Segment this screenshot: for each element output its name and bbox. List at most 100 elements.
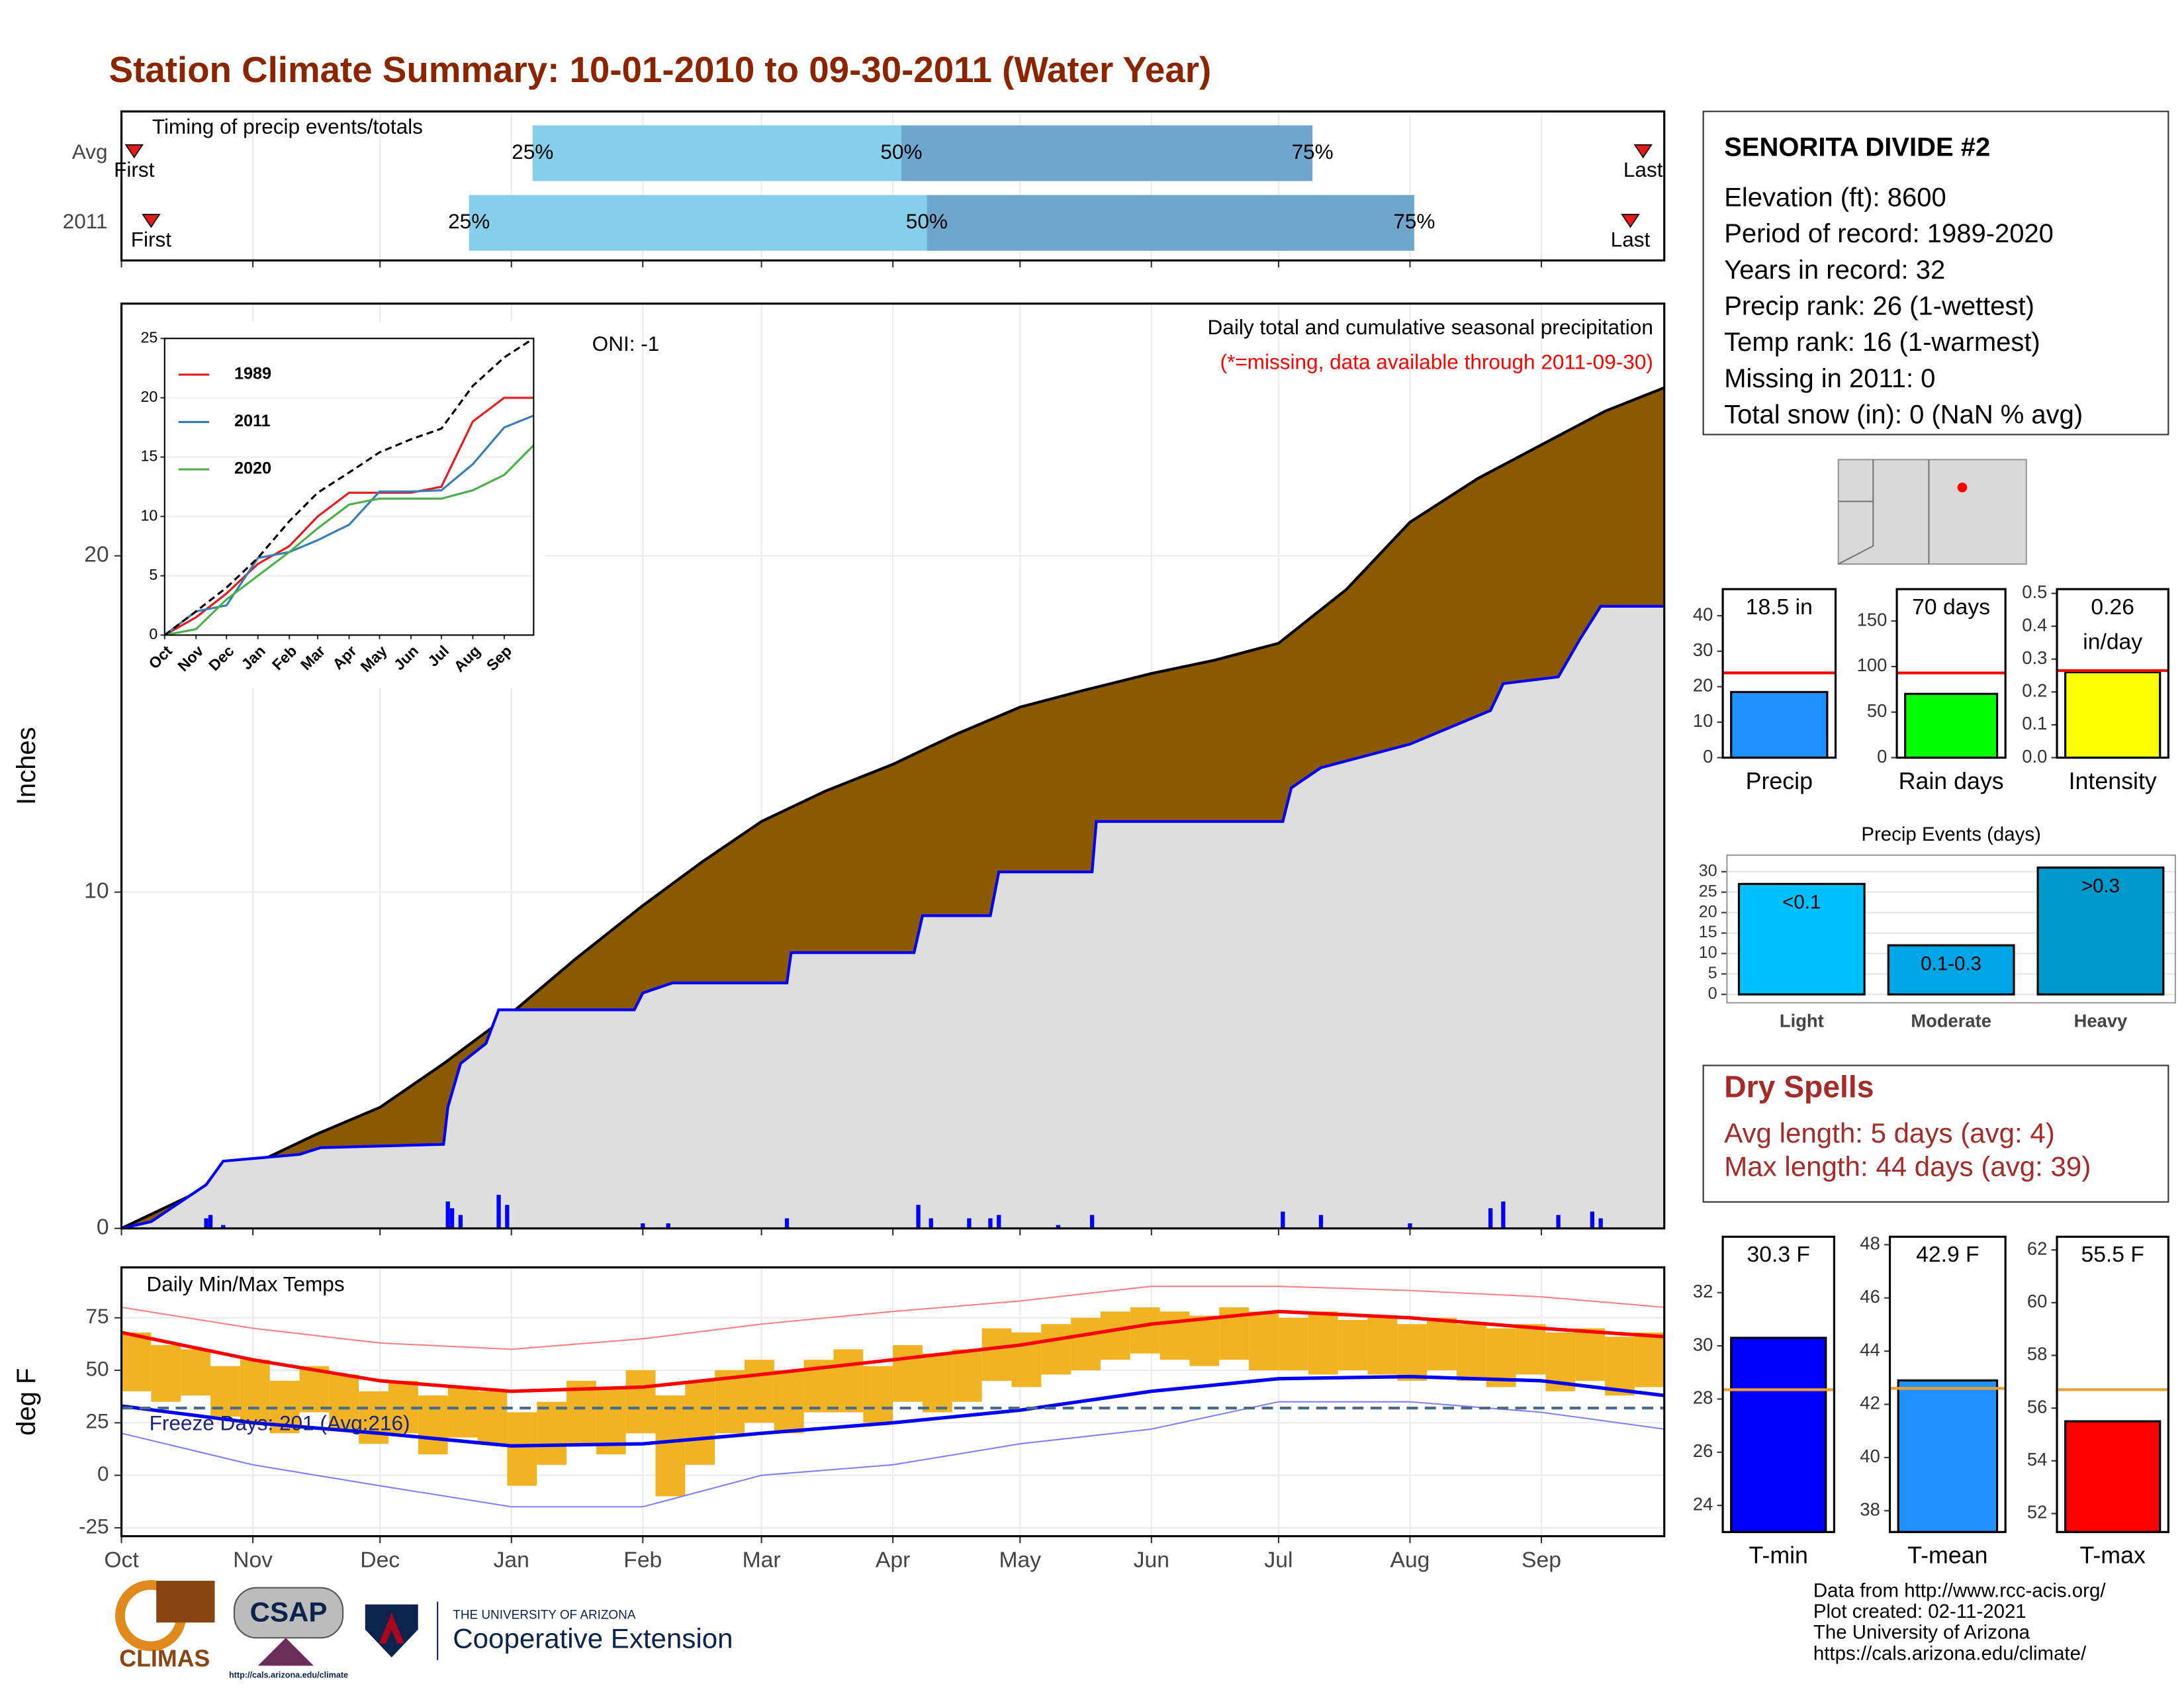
- y-tick-label: 58: [2027, 1344, 2047, 1364]
- daily-bar: [204, 1218, 208, 1229]
- y-tick-label: 20: [84, 543, 109, 567]
- x-tick-label: Sep: [1522, 1548, 1561, 1572]
- station-box: [1702, 111, 2169, 436]
- credit-line: Data from http://www.rcc-acis.org/: [1813, 1580, 2106, 1602]
- chart-title: Daily total and cumulative seasonal prec…: [1208, 315, 1653, 339]
- temp-range-bar: [1130, 1307, 1160, 1354]
- y-tick-label: 0: [1877, 746, 1887, 767]
- temp-range-bar: [715, 1370, 745, 1434]
- series-line: [164, 444, 535, 636]
- temp-range-bar: [1100, 1311, 1130, 1360]
- bar: [1887, 944, 2015, 996]
- station-info: Total snow (in): 0 (NaN % avg): [1724, 400, 2083, 430]
- quantile-label: 75%: [1292, 140, 1334, 164]
- logos: [115, 1579, 439, 1666]
- climas-emblem: [156, 1580, 215, 1623]
- daily-bar: [916, 1205, 921, 1229]
- logo-text: CLIMAS: [119, 1645, 210, 1671]
- y-tick-label: 46: [1860, 1286, 1880, 1307]
- temp-range-bar: [151, 1344, 181, 1402]
- temp-range-bar: [1367, 1315, 1398, 1375]
- temp-range-bar: [537, 1401, 567, 1465]
- temp-range-bar: [1249, 1311, 1279, 1371]
- plot-frame: [1888, 1235, 2007, 1533]
- temp-range-bar: [922, 1353, 952, 1413]
- temp-range-bar: [625, 1370, 656, 1434]
- category-label: T-mean: [1907, 1542, 1987, 1569]
- temp-range-bar: [744, 1360, 774, 1423]
- plot-frame: [1721, 1235, 1835, 1533]
- location-map: [1837, 459, 2027, 565]
- daily-bar: [505, 1205, 510, 1229]
- value-label-box: 30.3 F: [1747, 1244, 1810, 1268]
- y-tick-label: 24: [1693, 1493, 1713, 1514]
- x-tick-label: Dec: [360, 1548, 400, 1572]
- bar-label: >0.3: [2081, 875, 2120, 897]
- temp-range-bar: [1397, 1324, 1428, 1381]
- station-info: Temp rank: 16 (1-warmest): [1724, 328, 2040, 357]
- y-tick-label: 30: [1693, 639, 1713, 660]
- y-tick-label: 0: [97, 1462, 109, 1485]
- logo-text: CSAP: [250, 1597, 328, 1628]
- event-marker: [142, 214, 161, 228]
- temp-line: [121, 1286, 1664, 1350]
- temp-line: [121, 1401, 1664, 1508]
- logo-text: THE UNIVERSITY OF ARIZONA: [453, 1609, 636, 1622]
- quantile-label: 50%: [906, 209, 948, 233]
- series-line: [163, 414, 534, 636]
- ua-letter: [379, 1613, 404, 1644]
- credit-line: Plot created: 02-11-2021: [1813, 1601, 2026, 1622]
- temp-range-bar: [1605, 1336, 1635, 1396]
- category-label: Heavy: [2074, 1011, 2128, 1031]
- value-label-box: 18.5 in: [1746, 596, 1813, 620]
- y-tick-label: 50: [1867, 700, 1887, 721]
- temp-range-bar: [507, 1412, 537, 1486]
- y-tick-label: 32: [1693, 1281, 1713, 1301]
- value-label: 0.26 in/day: [2083, 596, 2143, 655]
- category-label: Precip: [1746, 768, 1813, 794]
- y-tick-label: 25: [141, 328, 158, 346]
- y-tick-label: 56: [2027, 1396, 2047, 1417]
- temp-range-bar: [893, 1344, 923, 1402]
- y-tick-label: 100: [1857, 655, 1888, 675]
- y-tick-label: 0.0: [2022, 746, 2047, 767]
- y-tick-label: 0.3: [2022, 647, 2047, 668]
- station-location: [1957, 483, 1968, 492]
- row-label: 2011: [63, 209, 108, 233]
- x-tick-label: Nov: [233, 1548, 273, 1572]
- chart-title: Precip Events (days): [1861, 823, 2041, 845]
- legend-label: 2011: [234, 412, 271, 430]
- x-tick-label: Aug: [1390, 1548, 1430, 1572]
- temp-range-bar: [952, 1349, 982, 1402]
- y-tick-label: 42: [1860, 1393, 1880, 1413]
- plot-frame: [1895, 588, 2007, 759]
- y-tick-label: 10: [1693, 710, 1713, 731]
- y-tick-label: 15: [141, 447, 158, 465]
- temp-range-bar: [1634, 1332, 1664, 1387]
- y-tick-label: 40: [1693, 604, 1713, 624]
- y-tick-label: 44: [1860, 1339, 1880, 1360]
- y-tick-label: 54: [2027, 1449, 2047, 1470]
- daily-bar: [1598, 1218, 1603, 1229]
- temp-range-bar: [240, 1360, 270, 1423]
- temp-range-bar: [1160, 1311, 1190, 1360]
- daily-bar: [1056, 1225, 1061, 1229]
- x-tick-label: Mar: [743, 1548, 781, 1572]
- daily-bar: [1501, 1201, 1506, 1229]
- plot-frame: [120, 110, 1666, 262]
- temp-range-bar: [447, 1387, 478, 1438]
- y-tick-label: 60: [2027, 1291, 2047, 1311]
- quartile-bar: [469, 195, 927, 251]
- y-tick-label: 5: [1708, 964, 1717, 982]
- event-marker: [1621, 214, 1640, 228]
- daily-bar: [997, 1215, 1001, 1229]
- temp-range-bar: [329, 1374, 359, 1429]
- page-title: Station Climate Summary: 10-01-2010 to 0…: [109, 49, 1212, 90]
- annotation: Freeze Days: 201 (Avg:216): [150, 1411, 410, 1435]
- cumulative-line: [120, 386, 1665, 1230]
- legend-label: 1989: [234, 365, 271, 383]
- y-tick-label: 30: [1693, 1334, 1713, 1354]
- plot-frame: [1726, 854, 2176, 1004]
- temp-range-bar: [1338, 1319, 1368, 1371]
